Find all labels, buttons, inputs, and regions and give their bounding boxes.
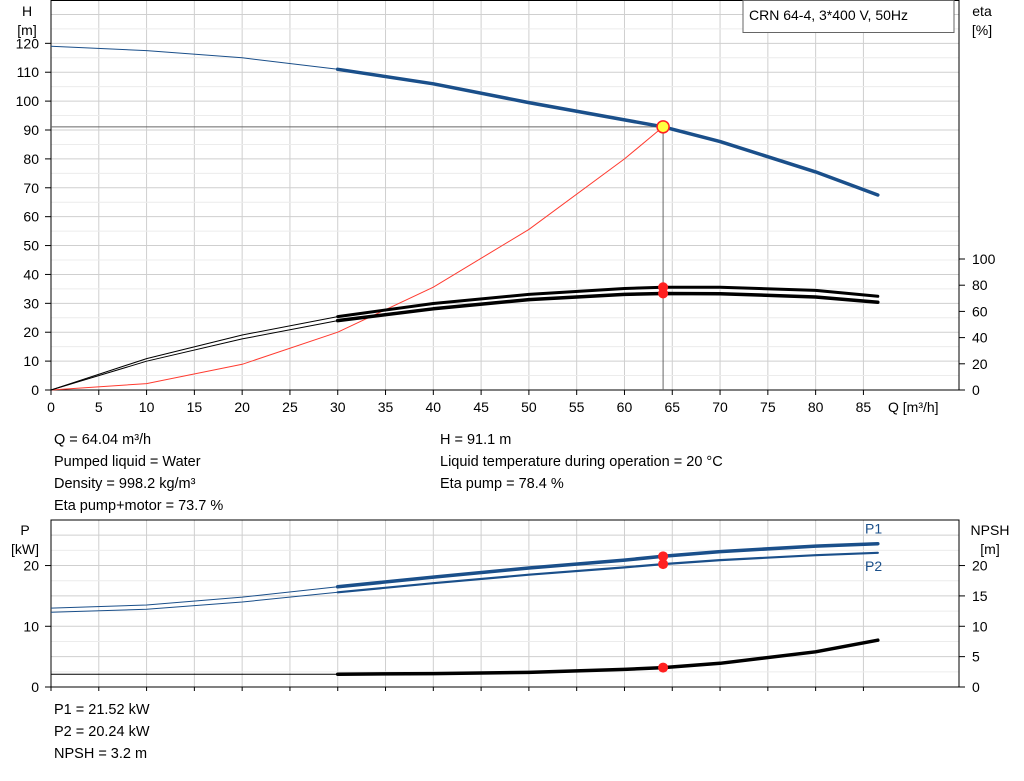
p2-curve (336, 551, 879, 594)
p2-series-label: P2 (865, 558, 882, 574)
npsh-duty-point (658, 662, 669, 673)
info-head: H = 91.1 m (440, 432, 512, 448)
p2-curve-thin (50, 591, 338, 613)
eta-pump-curve (336, 285, 880, 319)
y-right-tick-label: 0 (972, 382, 980, 398)
y-right-tick-label: 80 (972, 277, 988, 293)
y-right-tick-label: 100 (972, 251, 996, 267)
y-left-tick-label: 20 (23, 324, 39, 340)
p1-curve (335, 541, 880, 589)
npsh-axis-unit: [m] (980, 541, 999, 557)
x-tick-label: 65 (664, 399, 680, 415)
p2-duty-point (658, 559, 669, 570)
x-axis-label: Q [m³/h] (888, 399, 939, 415)
x-tick-label: 45 (473, 399, 489, 415)
npsh-axis-label: NPSH (971, 522, 1010, 538)
x-tick-label: 70 (712, 399, 728, 415)
info-top-left: Q = 64.04 m³/h Pumped liquid = Water Den… (54, 429, 223, 517)
eta-total-curve (335, 291, 880, 323)
x-tick-label: 0 (47, 399, 55, 415)
p1-duty-point (658, 551, 669, 562)
npsh-curve (335, 638, 880, 676)
p-axis-unit: [kW] (11, 541, 39, 557)
info-p2: P2 = 20.24 kW (54, 724, 150, 740)
npsh-tick-label: 20 (972, 558, 988, 574)
info-temperature: Liquid temperature during operation = 20… (440, 454, 723, 470)
x-tick-label: 75 (760, 399, 776, 415)
y-left-label: H (22, 3, 32, 19)
plot-frame-bottom (50, 519, 960, 688)
p-tick-label: 0 (31, 679, 39, 695)
info-bottom: P1 = 21.52 kW P2 = 20.24 kW NPSH = 3.2 m (54, 699, 150, 765)
info-npsh: NPSH = 3.2 m (54, 746, 148, 762)
y-left-tick-label: 30 (23, 295, 39, 311)
info-flow: Q = 64.04 m³/h (54, 432, 152, 448)
y-left-tick-label: 50 (23, 238, 39, 254)
eta-total-curve-thin (50, 320, 338, 391)
x-tick-label: 60 (617, 399, 633, 415)
x-tick-label: 40 (426, 399, 442, 415)
chart-title: CRN 64-4, 3*400 V, 50Hz (749, 7, 908, 23)
p-axis-label: P (20, 522, 29, 538)
x-tick-label: 80 (808, 399, 824, 415)
info-eta-pump: Eta pump = 78.4 % (440, 476, 564, 492)
y-right-tick-label: 60 (972, 303, 988, 319)
p-tick-label: 20 (23, 558, 39, 574)
info-liquid: Pumped liquid = Water (54, 454, 201, 470)
info-p1: P1 = 21.52 kW (54, 702, 150, 718)
x-tick-label: 20 (234, 399, 250, 415)
npsh-tick-label: 15 (972, 588, 988, 604)
y-left-tick-label: 60 (23, 209, 39, 225)
system-curve (50, 126, 664, 391)
y-right-label: eta (972, 3, 992, 19)
eta-total-duty-point (658, 288, 669, 299)
x-tick-label: 30 (330, 399, 346, 415)
y-right-tick-label: 20 (972, 356, 988, 372)
head-curve-thin (50, 45, 338, 70)
x-tick-label: 10 (139, 399, 155, 415)
info-top-right: H = 91.1 m Liquid temperature during ope… (440, 429, 723, 495)
x-tick-label: 35 (378, 399, 394, 415)
y-left-unit: [m] (17, 22, 36, 38)
y-left-tick-label: 110 (17, 64, 40, 80)
x-tick-label: 15 (187, 399, 203, 415)
y-right-unit: [%] (972, 22, 992, 38)
title-box (742, 0, 955, 33)
info-eta-total: Eta pump+motor = 73.7 % (54, 498, 224, 514)
y-left-tick-label: 10 (23, 353, 39, 369)
y-left-tick-label: 100 (16, 93, 40, 109)
head-duty-point (656, 120, 670, 134)
x-tick-label: 55 (569, 399, 585, 415)
y-left-tick-label: 90 (23, 122, 39, 138)
npsh-tick-label: 10 (972, 618, 988, 634)
y-left-tick-label: 80 (23, 151, 39, 167)
x-tick-label: 50 (521, 399, 537, 415)
x-tick-label: 25 (282, 399, 298, 415)
y-left-tick-label: 70 (23, 180, 39, 196)
y-left-tick-label: 40 (23, 266, 39, 282)
eta-pump-curve-thin (50, 316, 338, 391)
p-tick-label: 10 (23, 618, 39, 634)
npsh-tick-label: 5 (972, 649, 980, 665)
plot-frame-top (50, 0, 960, 391)
x-tick-label: 5 (95, 399, 103, 415)
npsh-tick-label: 0 (972, 679, 980, 695)
p1-curve-thin (50, 586, 338, 609)
info-density: Density = 998.2 kg/m³ (54, 476, 196, 492)
y-left-tick-label: 0 (31, 382, 39, 398)
p1-series-label: P1 (865, 521, 882, 537)
y-left-tick-label: 120 (16, 35, 40, 51)
x-tick-label: 85 (856, 399, 872, 415)
head-curve (335, 67, 880, 197)
y-right-tick-label: 40 (972, 330, 988, 346)
